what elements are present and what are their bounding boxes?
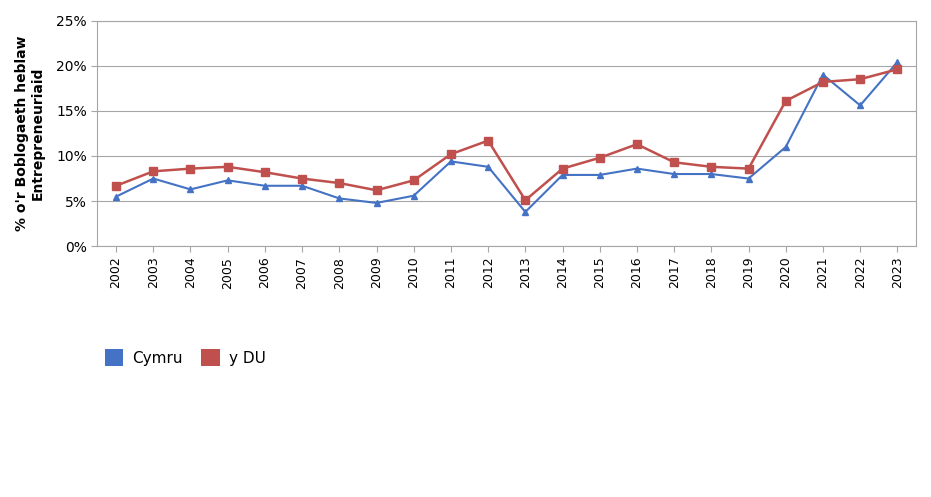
Y-axis label: % o'r Boblogaeth heblaw
Entrepreneuriaid: % o'r Boblogaeth heblaw Entrepreneuriaid xyxy=(15,36,46,231)
Legend: Cymru, y DU: Cymru, y DU xyxy=(105,349,266,366)
